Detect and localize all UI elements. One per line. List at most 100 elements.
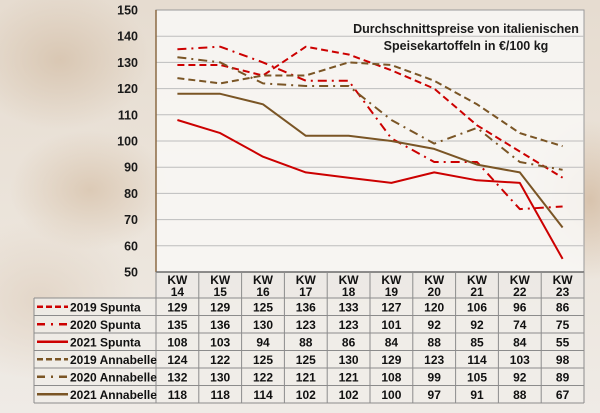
y-tick-label: 100: [117, 135, 138, 149]
table-cell-value: 96: [513, 300, 527, 314]
table-cell-value: 136: [210, 318, 230, 332]
table-cell-value: 103: [210, 335, 230, 349]
y-tick-label: 130: [117, 56, 138, 70]
category-label: KW: [467, 273, 488, 287]
y-tick-label: 80: [124, 187, 138, 201]
table-cell-value: 75: [556, 318, 570, 332]
series-line-2020-spunta: [177, 45, 563, 211]
table-cell-value: 108: [167, 335, 187, 349]
table-cell-value: 127: [381, 300, 401, 314]
y-tick-label: 140: [117, 30, 138, 44]
y-tick-label: 90: [124, 161, 138, 175]
category-label: KW: [553, 273, 574, 287]
y-tick-label: 70: [124, 213, 138, 227]
table-cell-value: 99: [428, 370, 442, 384]
table-cell-value: 101: [381, 318, 401, 332]
table-cell-value: 114: [467, 353, 487, 367]
table-cell-value: 123: [339, 318, 359, 332]
table-cell-value: 102: [296, 388, 316, 402]
table-cell-value: 84: [385, 335, 399, 349]
table-cell-value: 92: [513, 370, 527, 384]
table-cell-value: 100: [381, 388, 401, 402]
table-cell-value: 122: [253, 370, 273, 384]
series-line-2020-annabelle: [177, 56, 563, 171]
category-label: 17: [299, 285, 313, 299]
y-tick-label: 60: [124, 239, 138, 253]
table-cell-value: 118: [211, 388, 231, 402]
category-label: 14: [171, 285, 185, 299]
table-cell-value: 88: [513, 388, 527, 402]
category-label: 23: [556, 285, 570, 299]
table-cell-value: 118: [168, 388, 188, 402]
y-tick-label: 110: [118, 108, 138, 122]
y-tick-label: 120: [117, 82, 138, 96]
category-label: KW: [167, 273, 188, 287]
legend-label: 2021 Spunta: [70, 335, 141, 349]
category-label: 21: [470, 285, 484, 299]
legend-label: 2019 Annabelle: [70, 353, 157, 367]
table-cell-value: 86: [342, 335, 356, 349]
legend-label: 2019 Spunta: [70, 300, 141, 314]
table-cell-value: 108: [381, 370, 401, 384]
table-cell-value: 114: [253, 388, 273, 402]
table-cell-value: 129: [167, 300, 187, 314]
legend-label: 2020 Annabelle: [70, 370, 157, 384]
legend-label: 2020 Spunta: [70, 318, 141, 332]
table-cell-value: 88: [299, 335, 313, 349]
table-cell-value: 133: [339, 300, 359, 314]
table-cell-value: 121: [339, 370, 359, 384]
table-cell-value: 85: [470, 335, 484, 349]
chart-title-line-2: Speisekartoffeln in €/100 kg: [384, 39, 549, 53]
table-cell-value: 129: [210, 300, 230, 314]
table-cell-value: 105: [467, 370, 487, 384]
table-cell-value: 130: [210, 370, 230, 384]
legend-label: 2021 Annabelle: [70, 388, 157, 402]
chart-title-line-1: Durchschnittspreise von italienischen: [353, 22, 579, 36]
table-cell-value: 102: [339, 388, 359, 402]
category-label: KW: [296, 273, 317, 287]
table-cell-value: 88: [428, 335, 442, 349]
series-line-2021-spunta: [177, 119, 564, 260]
table-cell-value: 98: [556, 353, 570, 367]
table-cell-value: 135: [167, 318, 187, 332]
category-label: KW: [424, 273, 445, 287]
table-cell-value: 92: [428, 318, 442, 332]
category-label: 15: [214, 285, 228, 299]
table-cell-value: 74: [513, 318, 527, 332]
table-cell-value: 130: [339, 353, 359, 367]
category-label: KW: [210, 273, 231, 287]
table-cell-value: 125: [296, 353, 316, 367]
table-cell-value: 94: [256, 335, 270, 349]
table-cell-value: 55: [556, 335, 570, 349]
category-label: KW: [510, 273, 531, 287]
category-label: 22: [513, 285, 527, 299]
table-cell-value: 91: [470, 388, 484, 402]
table-cell-value: 120: [424, 300, 444, 314]
table-cell-value: 123: [296, 318, 316, 332]
series-line-2021-annabelle: [177, 92, 564, 229]
table-cell-value: 136: [296, 300, 316, 314]
table-cell-value: 97: [428, 388, 442, 402]
table-cell-value: 84: [513, 335, 527, 349]
table-cell-value: 121: [296, 370, 316, 384]
table-cell-value: 130: [253, 318, 273, 332]
table-cell-value: 103: [510, 353, 530, 367]
table-cell-value: 122: [210, 353, 230, 367]
table-cell-value: 125: [253, 300, 273, 314]
table-cell-value: 89: [556, 370, 570, 384]
table-cell-value: 129: [381, 353, 401, 367]
category-label: 18: [342, 285, 356, 299]
category-label: KW: [339, 273, 360, 287]
category-label: KW: [381, 273, 402, 287]
table-cell-value: 67: [556, 388, 570, 402]
table-cell-value: 125: [253, 353, 273, 367]
table-cell-value: 124: [167, 353, 187, 367]
table-cell-value: 92: [470, 318, 484, 332]
y-tick-label: 150: [117, 4, 138, 18]
category-label: KW: [253, 273, 274, 287]
category-label: 20: [428, 285, 442, 299]
series-line-2019-spunta: [177, 45, 564, 179]
y-tick-label: 50: [124, 266, 138, 280]
category-label: 16: [256, 285, 270, 299]
